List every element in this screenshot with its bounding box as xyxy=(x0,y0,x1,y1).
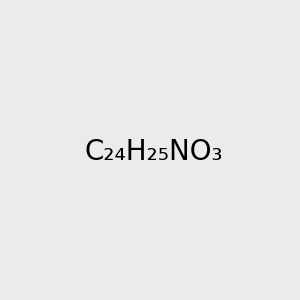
Text: C₂₄H₂₅NO₃: C₂₄H₂₅NO₃ xyxy=(85,137,223,166)
